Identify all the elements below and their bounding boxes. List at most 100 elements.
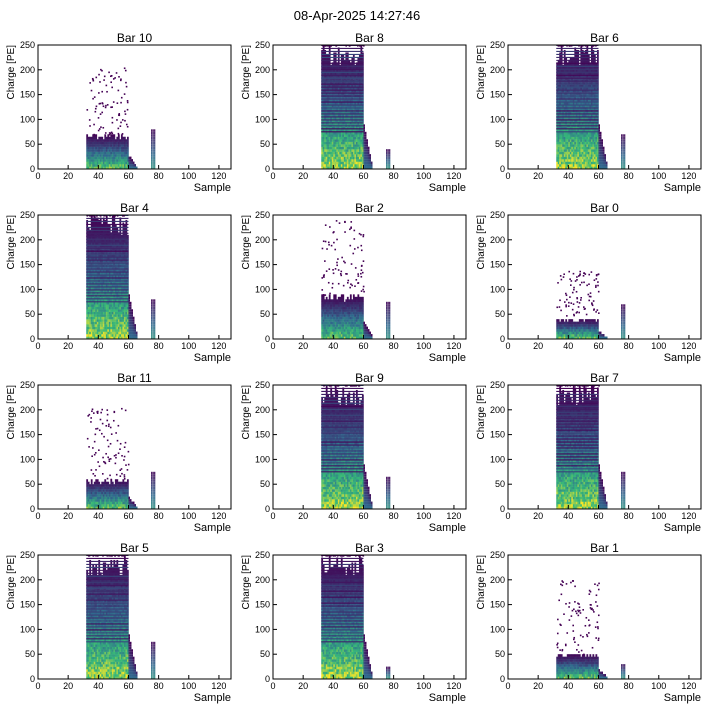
data-cell bbox=[105, 141, 108, 145]
data-cell bbox=[95, 141, 98, 145]
data-cell bbox=[98, 146, 101, 150]
data-point bbox=[95, 105, 98, 108]
data-cell bbox=[107, 151, 110, 155]
data-cell bbox=[95, 149, 98, 152]
data-cell bbox=[113, 156, 116, 160]
data-cell bbox=[90, 159, 93, 162]
data-cell bbox=[351, 114, 354, 118]
data-cell bbox=[343, 126, 346, 130]
data-cell bbox=[340, 139, 343, 142]
data-cell bbox=[363, 151, 365, 155]
data-cell bbox=[602, 146, 605, 150]
data-cell bbox=[129, 331, 132, 335]
data-cell bbox=[621, 156, 623, 160]
data-cell bbox=[324, 154, 327, 157]
x-tick-label: 80 bbox=[624, 171, 634, 181]
data-cell bbox=[345, 87, 348, 90]
data-cell bbox=[327, 139, 330, 142]
data-cell bbox=[119, 161, 122, 165]
data-cell bbox=[599, 146, 602, 150]
data-cell bbox=[331, 154, 334, 157]
data-cell bbox=[111, 136, 114, 140]
data-cell bbox=[386, 151, 388, 155]
data-cell bbox=[134, 324, 137, 327]
data-point bbox=[116, 119, 118, 121]
data-cell bbox=[337, 146, 340, 150]
data-cell bbox=[337, 141, 340, 145]
data-cell bbox=[331, 126, 334, 130]
data-cell bbox=[325, 149, 328, 152]
data-cell bbox=[96, 161, 99, 165]
data-cell bbox=[321, 87, 324, 90]
data-cell bbox=[113, 166, 116, 170]
data-cell bbox=[340, 59, 343, 63]
data-cell bbox=[151, 164, 153, 167]
data-point bbox=[118, 113, 121, 115]
data-cell bbox=[90, 166, 93, 170]
data-cell bbox=[624, 151, 626, 155]
data-cell bbox=[321, 57, 324, 61]
x-tick-label: 60 bbox=[358, 171, 368, 181]
data-cell bbox=[348, 104, 351, 108]
data-point bbox=[117, 132, 120, 135]
data-point bbox=[120, 121, 122, 124]
data-cell bbox=[128, 326, 130, 330]
data-cell bbox=[95, 144, 98, 147]
data-cell bbox=[339, 97, 342, 100]
data-cell bbox=[104, 139, 107, 142]
data-point bbox=[89, 125, 91, 127]
data-cell bbox=[337, 151, 340, 155]
data-cell bbox=[331, 119, 334, 123]
data-cell bbox=[96, 149, 99, 152]
data-cell bbox=[364, 146, 367, 150]
data-cell bbox=[598, 149, 600, 152]
data-cell bbox=[125, 139, 128, 142]
data-cell bbox=[132, 331, 135, 335]
data-cell bbox=[334, 156, 337, 160]
data-cell bbox=[89, 154, 92, 157]
data-cell bbox=[154, 321, 156, 325]
data-cell bbox=[90, 136, 93, 140]
data-cell bbox=[599, 144, 602, 147]
data-cell bbox=[92, 141, 95, 145]
data-cell bbox=[321, 97, 324, 100]
data-cell bbox=[129, 326, 132, 330]
data-cell bbox=[111, 149, 114, 152]
data-cell bbox=[331, 84, 334, 88]
data-cell bbox=[346, 131, 349, 135]
data-cell bbox=[134, 326, 137, 330]
data-cell bbox=[346, 89, 349, 93]
data-cell bbox=[93, 166, 96, 170]
data-cell bbox=[346, 129, 349, 132]
data-cell bbox=[334, 111, 337, 115]
data-cell bbox=[107, 161, 110, 165]
data-cell bbox=[337, 136, 340, 140]
data-cell bbox=[342, 146, 345, 150]
data-cell bbox=[346, 166, 349, 170]
data-point bbox=[120, 79, 122, 82]
data-point bbox=[115, 72, 118, 74]
data-cell bbox=[336, 119, 339, 123]
data-cell bbox=[152, 331, 154, 335]
data-cell bbox=[328, 114, 331, 118]
data-cell bbox=[119, 166, 122, 170]
data-cell bbox=[333, 134, 336, 137]
data-cell bbox=[340, 131, 343, 135]
data-cell bbox=[105, 151, 108, 155]
data-cell bbox=[333, 129, 336, 132]
data-cell bbox=[346, 116, 349, 120]
data-cell bbox=[348, 84, 351, 88]
data-cell bbox=[336, 159, 339, 162]
data-cell bbox=[99, 166, 102, 170]
data-point bbox=[126, 125, 129, 128]
data-cell bbox=[110, 134, 113, 137]
data-cell bbox=[328, 89, 331, 93]
data-point bbox=[120, 101, 122, 104]
data-cell bbox=[328, 119, 331, 123]
panel-bar-8: Bar 80 20 40 60 80 100 120050100150200250Sampl… bbox=[241, 31, 467, 194]
data-cell bbox=[116, 166, 119, 170]
data-cell bbox=[339, 102, 342, 105]
data-cell bbox=[102, 154, 105, 157]
data-cell bbox=[336, 97, 339, 100]
